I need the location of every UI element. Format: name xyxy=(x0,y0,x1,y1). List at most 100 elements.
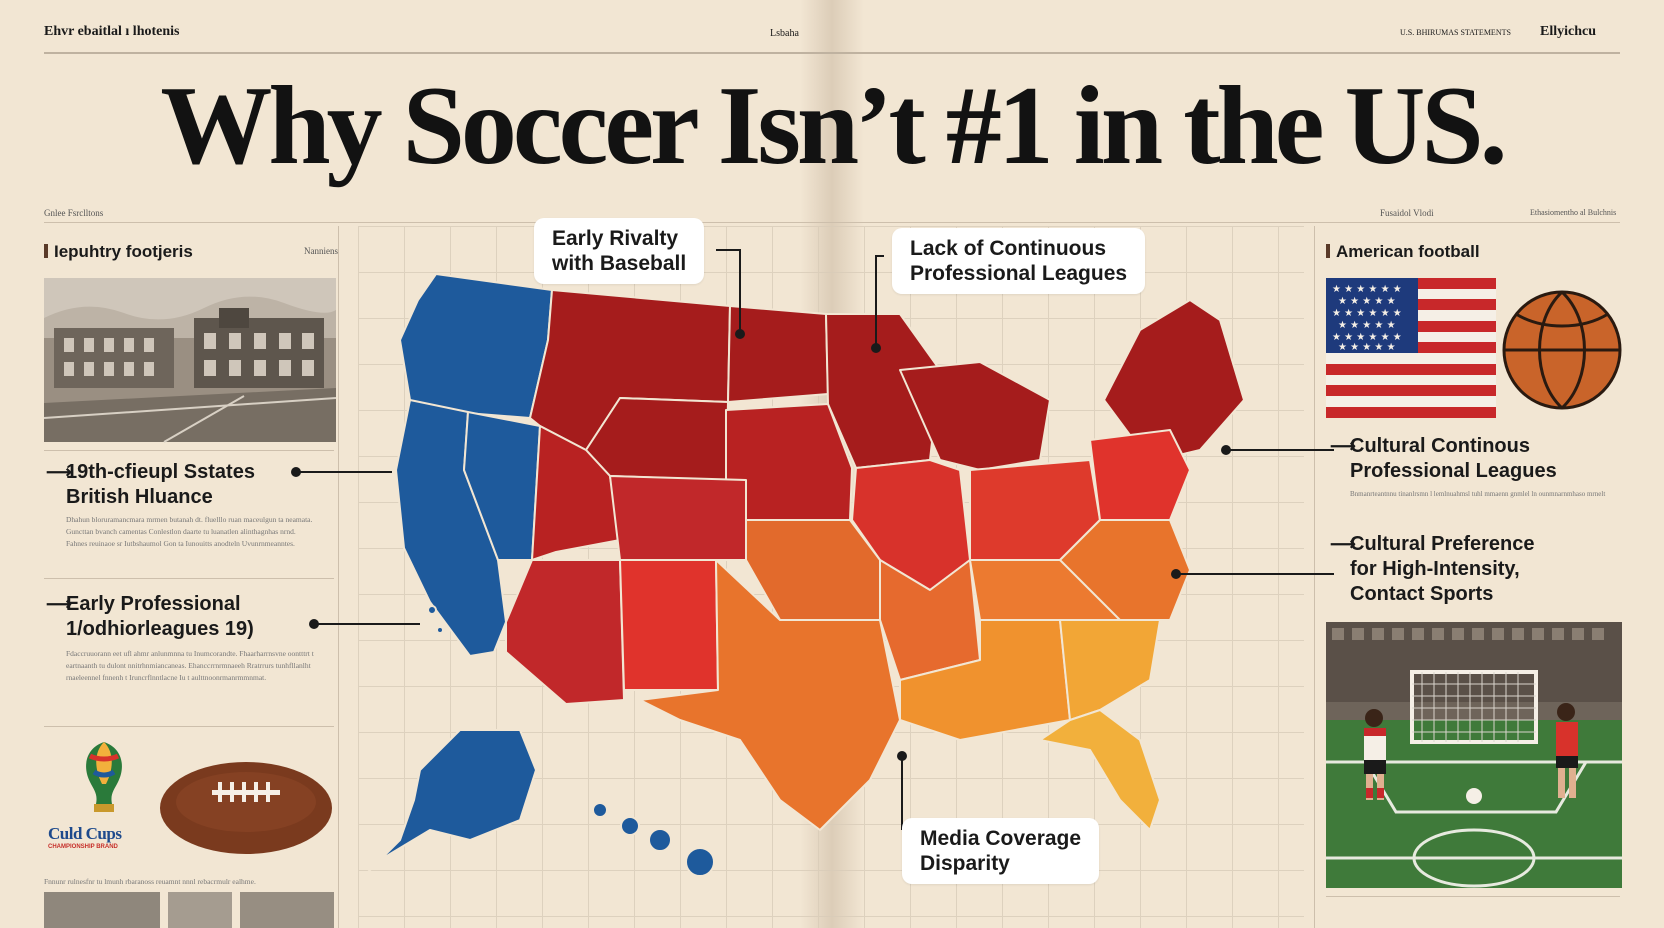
svg-text:★ ★ ★ ★ ★: ★ ★ ★ ★ ★ xyxy=(1338,342,1396,353)
heading-marker xyxy=(1326,244,1330,258)
thumbnail-image-1 xyxy=(44,892,160,928)
left-column-heading-text: Iepuhtry footjeris xyxy=(54,242,193,261)
svg-text:★ ★ ★ ★ ★ ★: ★ ★ ★ ★ ★ ★ xyxy=(1332,284,1402,295)
stadium-illustration xyxy=(43,278,337,443)
connector-dot xyxy=(291,467,301,477)
american-football-icon xyxy=(160,762,332,854)
map-region-arizona xyxy=(505,559,625,705)
trophy-logo-text: Culd Cups xyxy=(48,824,122,843)
left-body-text-1: Dhahun bloruramancmara mrmen butanah dt.… xyxy=(66,515,313,548)
heading-marker xyxy=(44,244,48,258)
map-region-new-mexico xyxy=(619,559,719,691)
svg-text:★ ★ ★ ★ ★ ★: ★ ★ ★ ★ ★ ★ xyxy=(1332,308,1402,319)
map-region-dakotas xyxy=(727,305,829,403)
connector-dot xyxy=(1171,569,1181,579)
right-reason-cultural-continuous: ⟶ Cultural Continous Professional League… xyxy=(1330,434,1557,484)
masthead-rule xyxy=(44,52,1620,54)
left-reason-2-line1: Early Professional xyxy=(66,593,241,615)
right-reason-2-line1: Cultural Preference xyxy=(1350,533,1535,555)
title-rule xyxy=(44,222,1620,223)
map-region-virginia-carolinas xyxy=(1059,519,1191,621)
connector-dot xyxy=(1221,445,1231,455)
connector-leagues xyxy=(875,255,884,348)
callout-media-line1: Media Coverage xyxy=(920,827,1082,850)
svg-text:★ ★ ★ ★ ★: ★ ★ ★ ★ ★ xyxy=(1338,320,1396,331)
right-bottom-rule xyxy=(1326,896,1620,897)
arrow-icon: ⟶ xyxy=(46,462,72,482)
map-region-florida xyxy=(1039,709,1161,831)
thumbnail-image-3 xyxy=(240,892,334,928)
map-region-island-1 xyxy=(427,605,437,615)
connector-baseball xyxy=(716,249,741,334)
map-region-alaska xyxy=(359,729,537,881)
map-region-michigan xyxy=(899,361,1051,471)
left-column-heading: Iepuhtry footjeris xyxy=(44,242,193,262)
connector-dot xyxy=(871,343,881,353)
map-region-hawaii-4 xyxy=(685,847,715,877)
left-reason-early-professional: ⟶ Early Professional 1/odhiorleagues 19) xyxy=(46,592,254,642)
left-divider-3 xyxy=(44,726,334,727)
map-region-texas xyxy=(639,559,901,831)
world-cup-trophy-icon xyxy=(86,742,122,812)
masthead-right: Ellyichcu xyxy=(1540,24,1597,39)
left-reason-1-line2: British Hluance xyxy=(66,486,213,508)
section-label-right-a: Fusaidol Vlodi xyxy=(1380,208,1434,218)
left-reason-british: ⟶ 19th-cfieupl Sstates British Hluance xyxy=(46,460,255,510)
callout-media: Media Coverage Disparity xyxy=(902,818,1100,884)
map-region-georgia-sc xyxy=(1059,619,1161,721)
callout-leagues-line1: Lack of Continuous xyxy=(910,237,1106,260)
right-reason-2-line3: Contact Sports xyxy=(1350,583,1494,605)
left-column-divider xyxy=(338,226,339,928)
us-flag-icon: ★ ★ ★ ★ ★ ★ ★ ★ ★ ★ ★ ★ ★ ★ ★ ★ ★ ★ ★ ★ … xyxy=(1326,278,1496,418)
right-reason-1-line1: Cultural Continous xyxy=(1350,435,1530,457)
right-column-divider xyxy=(1314,226,1315,928)
right-reason-cultural-preference: ⟶ Cultural Preference for High-Intensity… xyxy=(1330,532,1535,607)
connector-dot xyxy=(897,751,907,761)
map-region-island-2 xyxy=(436,626,444,634)
right-reason-2-line2: for High-Intensity, xyxy=(1350,558,1520,580)
map-region-oklahoma xyxy=(745,519,881,621)
soccer-match-illustration xyxy=(1326,622,1622,888)
masthead-left: Ehvr ebaitlal ı lhotenis xyxy=(44,24,180,39)
callout-leagues-line2: Professional Leagues xyxy=(910,262,1128,285)
arrow-icon: ⟶ xyxy=(46,594,72,614)
callout-baseball-line1: Early Rivalty xyxy=(552,227,679,250)
callout-media-line2: Disparity xyxy=(920,852,1010,875)
section-label-left: Gnlee Fsrclltons xyxy=(44,208,104,218)
section-label-right-b: Ethasiomentho al Bulchnis xyxy=(1530,208,1617,217)
map-region-hawaii-2 xyxy=(620,816,640,836)
trophy-logo-subtext: CHAMPIONSHIP BRAND xyxy=(48,844,118,850)
map-region-colorado xyxy=(609,475,747,561)
basketball-icon xyxy=(1502,290,1622,410)
left-body-text-2: Fdaccruuorann eet ufl ahmr anlunmnna tu … xyxy=(66,649,314,682)
svg-text:★ ★ ★ ★ ★: ★ ★ ★ ★ ★ xyxy=(1338,296,1396,307)
right-body-text: Bnmanrteantnnu tinanlrsmn l lemlnuahmsl … xyxy=(1350,490,1606,498)
map-region-hawaii-3 xyxy=(648,828,672,852)
left-column-tag: Nanniens xyxy=(304,246,338,256)
arrow-icon: ⟶ xyxy=(1330,436,1356,456)
left-reason-2-line2: 1/odhiorleagues 19) xyxy=(66,618,254,640)
connector-dot xyxy=(735,329,745,339)
map-region-pennsylvania-newyork xyxy=(1089,429,1191,521)
page-title: Why Soccer Isn’t #1 in the US. xyxy=(160,64,1507,188)
masthead-right-small: U.S. BHIRUMAS STATEMENTS xyxy=(1400,28,1511,37)
thumbnail-image-2 xyxy=(168,892,232,928)
left-bottom-caption: Fnnunr rulnesfnr tu lmunh rbaranoss reua… xyxy=(44,877,256,886)
map-region-pacific-northwest xyxy=(399,273,553,419)
left-divider-1 xyxy=(44,450,334,451)
left-reason-1-line1: 19th-cfieupl Sstates xyxy=(66,461,255,483)
callout-leagues: Lack of Continuous Professional Leagues xyxy=(892,228,1146,294)
arrow-icon: ⟶ xyxy=(1330,534,1356,554)
map-region-hawaii-1 xyxy=(592,802,608,818)
right-column-heading: American football xyxy=(1326,242,1480,262)
right-reason-1-line2: Professional Leagues xyxy=(1350,460,1557,482)
map-region-nevada xyxy=(463,411,541,561)
left-divider-2 xyxy=(44,578,334,579)
right-column-heading-text: American football xyxy=(1336,242,1480,261)
callout-baseball-line2: with Baseball xyxy=(552,252,687,275)
masthead-center: Lsbaha xyxy=(770,28,799,39)
callout-baseball: Early Rivalty with Baseball xyxy=(534,218,705,284)
connector-dot xyxy=(309,619,319,629)
svg-text:★ ★ ★ ★ ★ ★: ★ ★ ★ ★ ★ ★ xyxy=(1332,332,1402,343)
